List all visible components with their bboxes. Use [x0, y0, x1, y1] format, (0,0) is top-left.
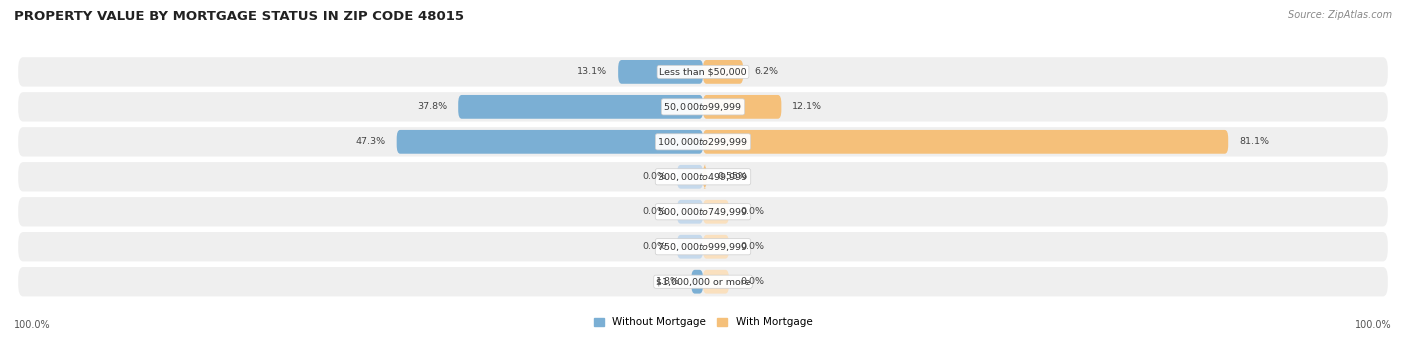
Text: PROPERTY VALUE BY MORTGAGE STATUS IN ZIP CODE 48015: PROPERTY VALUE BY MORTGAGE STATUS IN ZIP…: [14, 10, 464, 23]
FancyBboxPatch shape: [703, 270, 728, 294]
Text: Less than $50,000: Less than $50,000: [659, 67, 747, 76]
FancyBboxPatch shape: [18, 232, 1388, 261]
Text: $500,000 to $749,999: $500,000 to $749,999: [658, 206, 748, 218]
FancyBboxPatch shape: [692, 270, 703, 294]
Text: Source: ZipAtlas.com: Source: ZipAtlas.com: [1288, 10, 1392, 20]
FancyBboxPatch shape: [703, 235, 728, 259]
Text: 0.0%: 0.0%: [740, 242, 763, 251]
FancyBboxPatch shape: [678, 235, 703, 259]
Text: 0.0%: 0.0%: [643, 242, 666, 251]
FancyBboxPatch shape: [396, 130, 703, 154]
Text: 0.0%: 0.0%: [643, 172, 666, 181]
FancyBboxPatch shape: [18, 92, 1388, 121]
Text: 6.2%: 6.2%: [754, 67, 778, 76]
Text: 37.8%: 37.8%: [418, 102, 447, 112]
FancyBboxPatch shape: [18, 267, 1388, 296]
Text: 13.1%: 13.1%: [576, 67, 607, 76]
FancyBboxPatch shape: [458, 95, 703, 119]
FancyBboxPatch shape: [18, 127, 1388, 156]
FancyBboxPatch shape: [18, 197, 1388, 226]
Text: 47.3%: 47.3%: [356, 137, 385, 146]
FancyBboxPatch shape: [619, 60, 703, 84]
Text: 12.1%: 12.1%: [793, 102, 823, 112]
Text: 81.1%: 81.1%: [1239, 137, 1270, 146]
FancyBboxPatch shape: [703, 60, 744, 84]
Legend: Without Mortgage, With Mortgage: Without Mortgage, With Mortgage: [589, 313, 817, 331]
Text: 100.0%: 100.0%: [14, 320, 51, 329]
FancyBboxPatch shape: [703, 95, 782, 119]
FancyBboxPatch shape: [18, 57, 1388, 87]
FancyBboxPatch shape: [678, 200, 703, 224]
Text: 1.8%: 1.8%: [657, 277, 681, 286]
FancyBboxPatch shape: [703, 165, 707, 189]
Text: 0.0%: 0.0%: [643, 207, 666, 216]
Text: 0.0%: 0.0%: [740, 277, 763, 286]
Text: $100,000 to $299,999: $100,000 to $299,999: [658, 136, 748, 148]
Text: $300,000 to $499,999: $300,000 to $499,999: [658, 171, 748, 183]
Text: $1,000,000 or more: $1,000,000 or more: [655, 277, 751, 286]
FancyBboxPatch shape: [703, 130, 1229, 154]
FancyBboxPatch shape: [678, 165, 703, 189]
Text: $750,000 to $999,999: $750,000 to $999,999: [658, 241, 748, 253]
FancyBboxPatch shape: [18, 162, 1388, 191]
Text: 100.0%: 100.0%: [1355, 320, 1392, 329]
FancyBboxPatch shape: [703, 200, 728, 224]
Text: 0.55%: 0.55%: [717, 172, 748, 181]
Text: $50,000 to $99,999: $50,000 to $99,999: [664, 101, 742, 113]
Text: 0.0%: 0.0%: [740, 207, 763, 216]
